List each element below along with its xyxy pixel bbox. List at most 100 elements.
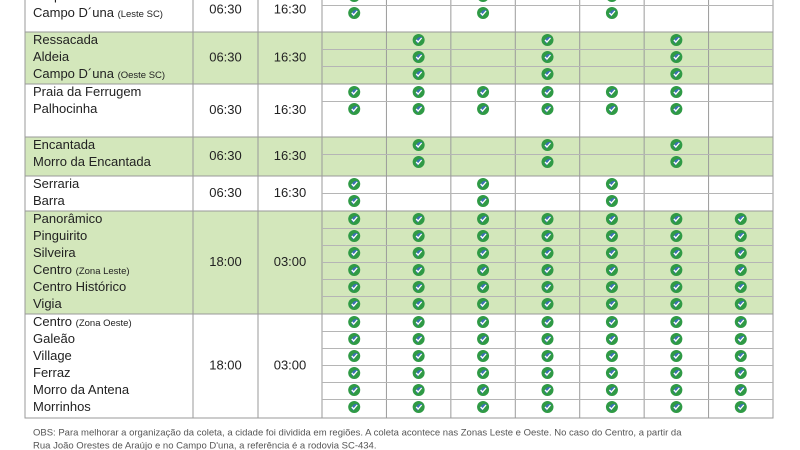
collection-check bbox=[541, 156, 554, 168]
collection-check bbox=[348, 264, 361, 276]
collection-check bbox=[541, 230, 554, 242]
check-swoosh bbox=[608, 9, 616, 17]
collection-check bbox=[477, 281, 490, 293]
collection-check bbox=[541, 384, 554, 396]
neighborhood-note: (Zona Oeste) bbox=[76, 318, 132, 329]
check-swoosh bbox=[608, 197, 616, 205]
check-mark bbox=[737, 284, 745, 290]
check-swoosh bbox=[737, 369, 745, 377]
check-swoosh bbox=[351, 300, 359, 308]
check-swoosh bbox=[544, 369, 552, 377]
check-swoosh bbox=[415, 232, 423, 240]
check-swoosh bbox=[351, 283, 359, 291]
check-swoosh bbox=[673, 158, 681, 166]
check-mark bbox=[608, 284, 616, 290]
neighborhood-name: Panorâmico bbox=[33, 211, 102, 226]
start-time: 18:00 bbox=[209, 357, 242, 372]
collection-check bbox=[541, 264, 554, 276]
check-mark bbox=[480, 319, 487, 325]
check-mark bbox=[737, 301, 745, 307]
neighborhood-name: Barra bbox=[33, 193, 66, 208]
check-swoosh bbox=[673, 36, 681, 44]
collection-check bbox=[605, 298, 618, 310]
neighborhood: Praia da Ferrugem bbox=[33, 84, 141, 99]
check-mark bbox=[673, 284, 680, 290]
end-time: 16:30 bbox=[274, 148, 307, 163]
collection-check bbox=[670, 86, 683, 98]
check-swoosh bbox=[737, 318, 745, 326]
collection-check bbox=[605, 7, 618, 19]
check-swoosh bbox=[737, 352, 745, 360]
check-mark bbox=[351, 284, 358, 290]
check-mark bbox=[351, 387, 358, 393]
check-swoosh bbox=[351, 215, 359, 223]
check-mark bbox=[673, 353, 680, 359]
check-swoosh bbox=[608, 352, 616, 360]
check-swoosh bbox=[351, 232, 359, 240]
check-swoosh bbox=[415, 283, 423, 291]
check-swoosh bbox=[737, 249, 745, 257]
check-swoosh bbox=[673, 266, 681, 274]
neighborhood-name: Palhocinha bbox=[33, 101, 98, 116]
check-mark bbox=[415, 284, 423, 290]
check-swoosh bbox=[544, 403, 552, 411]
neighborhood-name: Encantada bbox=[33, 137, 96, 152]
check-swoosh bbox=[673, 318, 681, 326]
check-mark bbox=[351, 353, 358, 359]
collection-check bbox=[605, 195, 618, 207]
check-swoosh bbox=[351, 352, 359, 360]
check-mark bbox=[608, 404, 616, 410]
collection-check bbox=[541, 213, 554, 225]
collection-check bbox=[477, 7, 490, 19]
check-swoosh bbox=[737, 403, 745, 411]
check-swoosh bbox=[480, 386, 488, 394]
collection-check bbox=[605, 401, 618, 413]
collection-check bbox=[477, 264, 490, 276]
collection-check bbox=[541, 51, 554, 63]
check-mark bbox=[544, 159, 551, 165]
collection-check bbox=[348, 401, 361, 413]
check-mark bbox=[351, 370, 358, 376]
check-mark bbox=[608, 10, 616, 16]
collection-check bbox=[734, 230, 747, 242]
check-mark bbox=[673, 106, 680, 112]
collection-check bbox=[670, 139, 683, 151]
collection-check bbox=[348, 281, 361, 293]
collection-check bbox=[734, 316, 747, 328]
check-swoosh bbox=[544, 283, 552, 291]
check-swoosh bbox=[415, 70, 423, 78]
check-mark bbox=[351, 10, 358, 16]
collection-check bbox=[734, 281, 747, 293]
neighborhood: Aldeia bbox=[33, 49, 70, 64]
check-swoosh bbox=[673, 70, 681, 78]
collection-check bbox=[477, 213, 490, 225]
check-mark bbox=[737, 387, 745, 393]
check-mark bbox=[544, 387, 551, 393]
check-swoosh bbox=[480, 318, 488, 326]
check-swoosh bbox=[351, 180, 359, 188]
check-mark bbox=[737, 336, 745, 342]
check-swoosh bbox=[544, 53, 552, 61]
check-mark bbox=[415, 233, 423, 239]
collection-check bbox=[670, 401, 683, 413]
check-mark bbox=[608, 106, 616, 112]
check-mark bbox=[415, 336, 423, 342]
neighborhood-name: Galeão bbox=[33, 331, 75, 346]
start-time: 06:30 bbox=[209, 49, 242, 64]
check-mark bbox=[480, 353, 487, 359]
check-mark bbox=[480, 106, 487, 112]
check-mark bbox=[544, 267, 551, 273]
check-swoosh bbox=[415, 53, 423, 61]
check-mark bbox=[415, 387, 423, 393]
collection-check bbox=[670, 213, 683, 225]
check-swoosh bbox=[415, 300, 423, 308]
check-swoosh bbox=[415, 88, 423, 96]
neighborhood: Serraria bbox=[33, 176, 80, 191]
collection-check bbox=[477, 350, 490, 362]
check-swoosh bbox=[673, 283, 681, 291]
check-mark bbox=[480, 181, 487, 187]
collection-check bbox=[348, 384, 361, 396]
check-swoosh bbox=[544, 249, 552, 257]
check-mark bbox=[415, 106, 423, 112]
